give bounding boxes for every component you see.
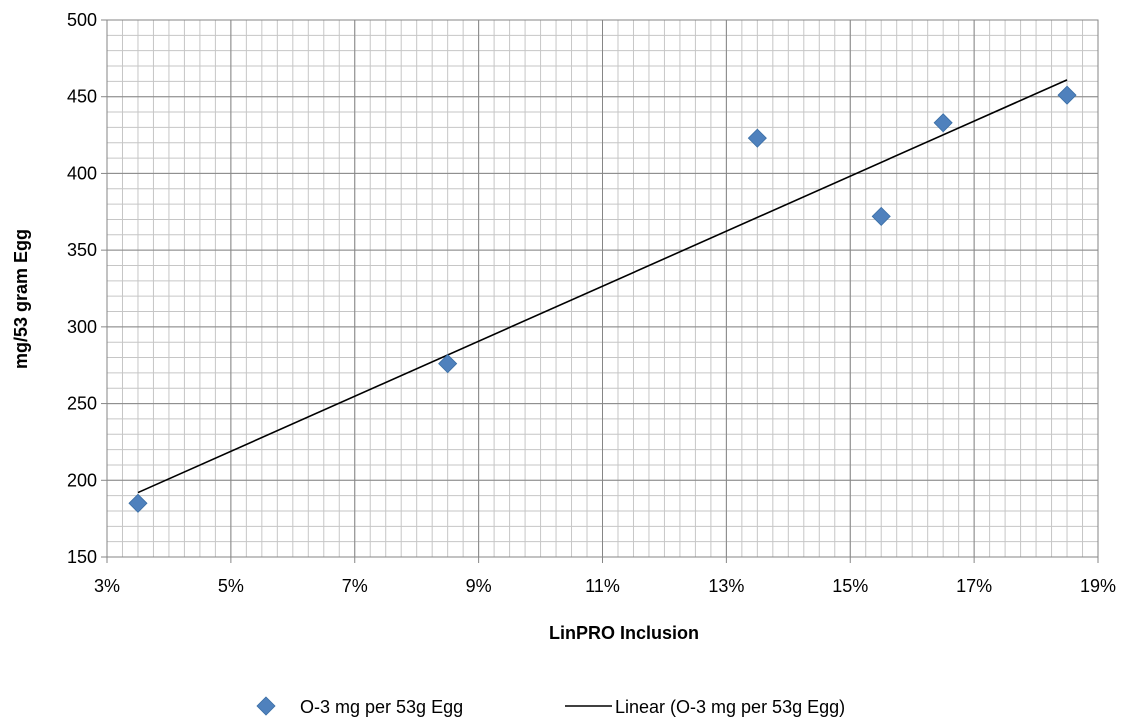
data-point-diamond — [1057, 85, 1077, 105]
x-tick-label: 19% — [1080, 576, 1116, 596]
x-tick-label: 7% — [342, 576, 368, 596]
y-tick-label: 450 — [67, 87, 97, 107]
legend-label-trendline: Linear (O-3 mg per 53g Egg) — [615, 697, 845, 717]
x-tick-label: 3% — [94, 576, 120, 596]
y-tick-label: 300 — [67, 317, 97, 337]
y-tick-label: 150 — [67, 547, 97, 567]
legend: O-3 mg per 53g Egg Linear (O-3 mg per 53… — [256, 696, 845, 717]
x-tick-label: 15% — [832, 576, 868, 596]
data-point-diamond — [747, 128, 767, 148]
x-tick-label: 13% — [708, 576, 744, 596]
x-tick-label: 17% — [956, 576, 992, 596]
legend-label-series: O-3 mg per 53g Egg — [300, 697, 463, 717]
y-tick-label: 350 — [67, 240, 97, 260]
legend-diamond-marker — [256, 696, 276, 716]
major-gridlines — [106, 19, 1099, 558]
y-tick-label: 250 — [67, 394, 97, 414]
x-tick-label: 9% — [466, 576, 492, 596]
x-axis-title: LinPRO Inclusion — [549, 623, 699, 643]
x-tick-label: 5% — [218, 576, 244, 596]
y-tick-label: 400 — [67, 163, 97, 183]
y-tick-label: 200 — [67, 470, 97, 490]
y-tick-label: 500 — [67, 10, 97, 30]
data-point-diamond — [128, 493, 148, 513]
data-points — [128, 85, 1077, 513]
y-axis-title: mg/53 gram Egg — [11, 229, 31, 369]
data-point-diamond — [933, 113, 953, 133]
data-point-diamond — [871, 206, 891, 226]
x-axis-tick-labels: 3% 5% 7% 9% 11% 13% 15% 17% 19% — [94, 557, 1116, 596]
linear-trendline — [137, 79, 1068, 494]
data-point-diamond — [438, 354, 458, 374]
y-axis-tick-labels: 150 200 250 300 350 400 450 500 — [67, 10, 107, 567]
x-tick-label: 11% — [585, 576, 620, 596]
